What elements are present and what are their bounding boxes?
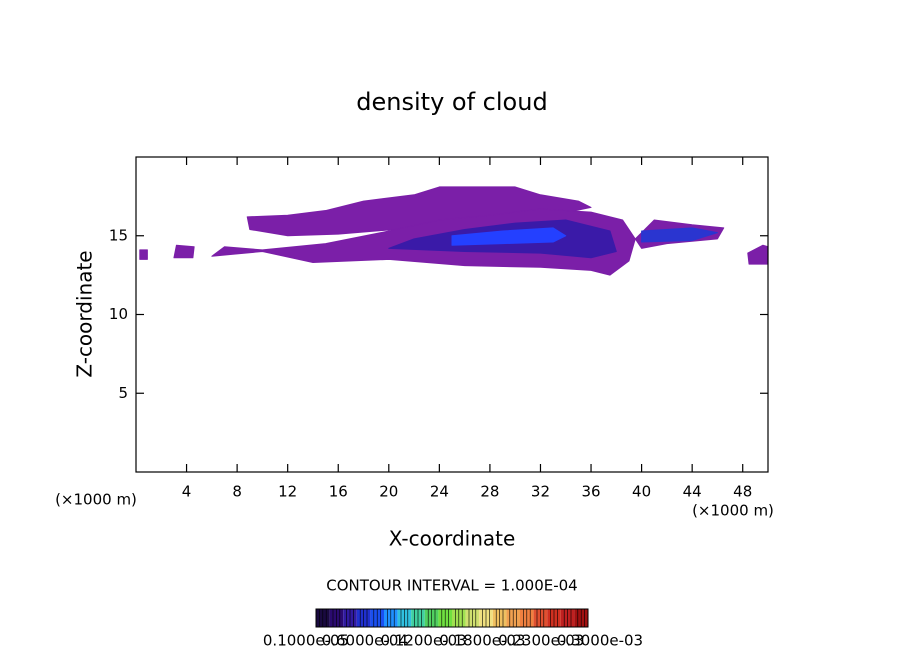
colorbar-label: 0.2300e-03 bbox=[498, 632, 584, 650]
chart-title: density of cloud bbox=[356, 88, 547, 116]
x-axis-label: X-coordinate bbox=[389, 527, 516, 551]
contour-region bbox=[139, 249, 148, 260]
colorbar: 0.1000e-050.6000e-040.1200e-030.1800e-03… bbox=[263, 608, 643, 650]
x-tick-label: 4 bbox=[182, 483, 192, 501]
x-unit-label: (×1000 m) bbox=[55, 491, 137, 509]
colorbar-label: 0.1000e-05 bbox=[263, 632, 349, 650]
y-axis-label: Z-coordinate bbox=[73, 250, 97, 377]
x-tick-label: 44 bbox=[683, 483, 702, 501]
colorbar-label: 0.6000e-04 bbox=[322, 632, 408, 650]
x-tick-label: 36 bbox=[581, 483, 600, 501]
y-tick-label: 5 bbox=[118, 384, 128, 402]
contour-region bbox=[641, 227, 718, 243]
colorbar-label: 0.3000e-03 bbox=[557, 632, 643, 650]
x-tick-label: 24 bbox=[430, 483, 449, 501]
colorbar-label: 0.1200e-03 bbox=[380, 632, 466, 650]
contour-region bbox=[173, 244, 195, 259]
contour-interval-note: CONTOUR INTERVAL = 1.000E-04 bbox=[326, 577, 577, 595]
contour-region bbox=[451, 227, 567, 246]
plot-area bbox=[139, 186, 769, 276]
contour-region bbox=[246, 186, 592, 237]
x-tick-label: 48 bbox=[733, 483, 752, 501]
x-tick-label: 8 bbox=[232, 483, 242, 501]
colorbar-label: 0.1800e-03 bbox=[439, 632, 525, 650]
contour-region bbox=[747, 244, 769, 265]
x-tick-label: 40 bbox=[632, 483, 651, 501]
x-unit-label: (×1000 m) bbox=[692, 502, 774, 520]
y-tick-label: 15 bbox=[109, 226, 128, 244]
x-tick-label: 12 bbox=[278, 483, 297, 501]
y-tick-label: 10 bbox=[109, 305, 128, 323]
x-tick-label: 16 bbox=[329, 483, 348, 501]
x-tick-label: 32 bbox=[531, 483, 550, 501]
x-tick-label: 28 bbox=[480, 483, 499, 501]
x-tick-label: 20 bbox=[379, 483, 398, 501]
colorbar-frame bbox=[315, 608, 589, 628]
